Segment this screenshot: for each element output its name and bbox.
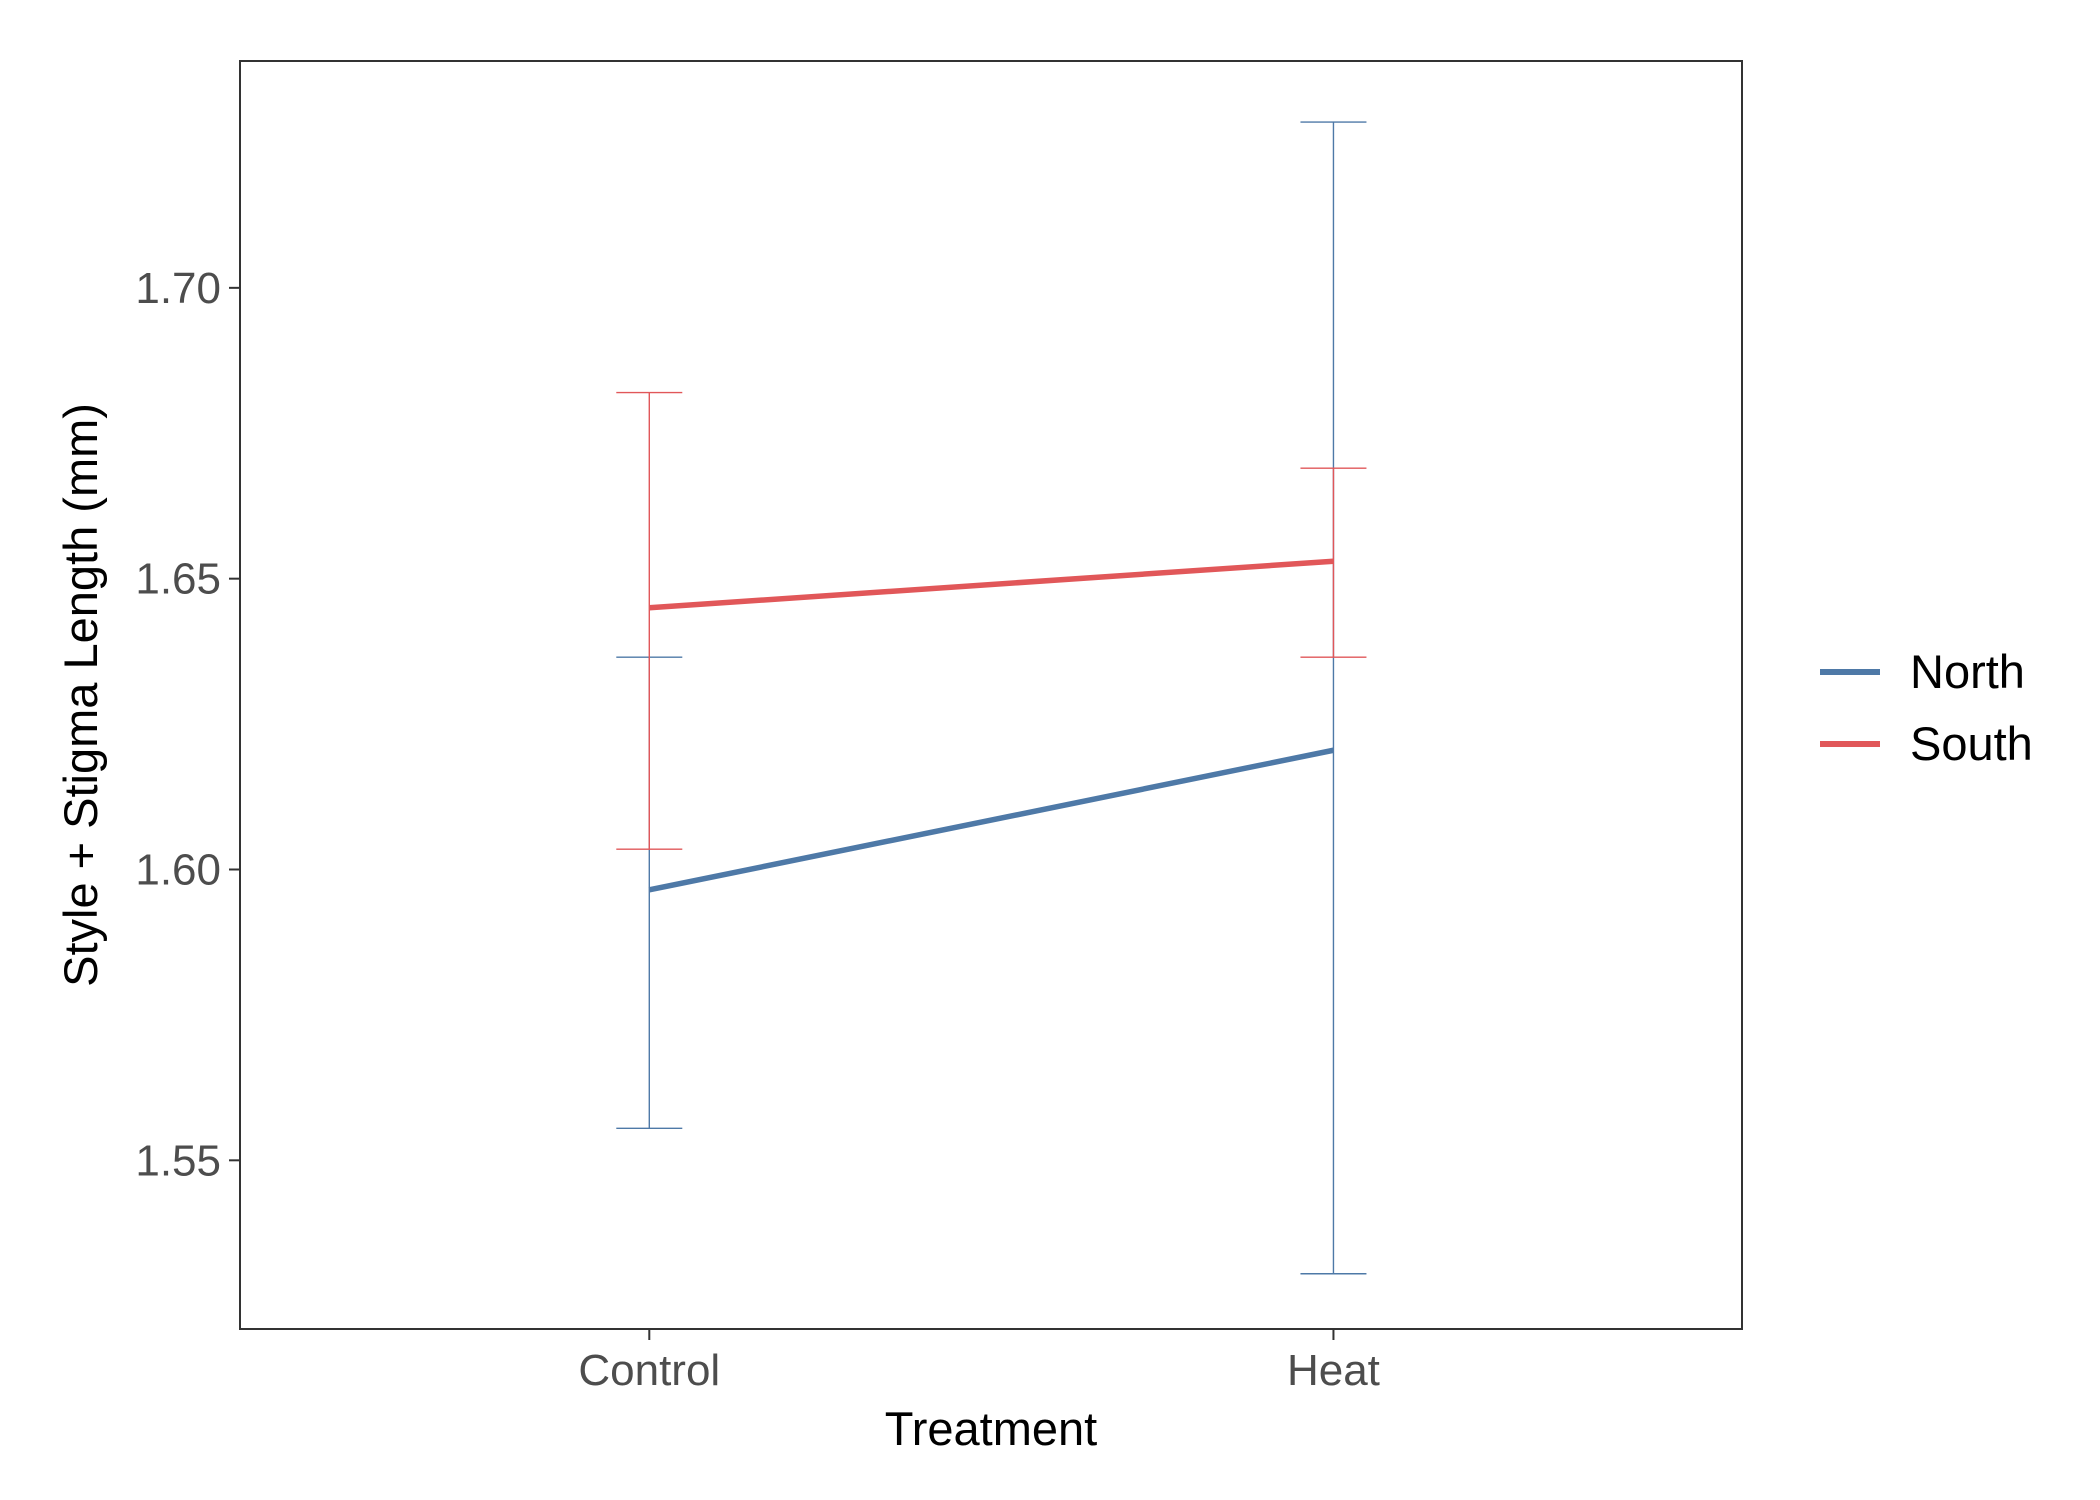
y-axis-title: Style + Stigma Length (mm): [54, 403, 107, 987]
y-tick-label: 1.70: [135, 264, 221, 313]
x-tick-label: Heat: [1287, 1346, 1380, 1395]
legend-item-north: North: [1820, 645, 2025, 698]
y-tick-label: 1.60: [135, 845, 221, 894]
legend-item-south: South: [1820, 717, 2033, 770]
legend-label: South: [1910, 717, 2033, 770]
north-error-bar: [1300, 121, 1367, 1275]
legend: North South: [1820, 645, 2033, 770]
plot-panel: [239, 60, 1743, 1330]
y-tick-label: 1.65: [135, 555, 221, 604]
y-axis: 1.55 1.60 1.65 1.70: [135, 264, 240, 1185]
x-axis: Control Heat: [578, 1329, 1380, 1395]
south-series-line: [649, 558, 1334, 611]
north-series-line: [648, 747, 1335, 893]
y-tick-label: 1.55: [135, 1136, 221, 1185]
legend-label: North: [1910, 645, 2025, 698]
series-layer: [616, 121, 1367, 1275]
south-error-bar: [616, 391, 683, 850]
x-axis-title: Treatment: [885, 1402, 1097, 1455]
x-tick-label: Control: [578, 1346, 720, 1395]
